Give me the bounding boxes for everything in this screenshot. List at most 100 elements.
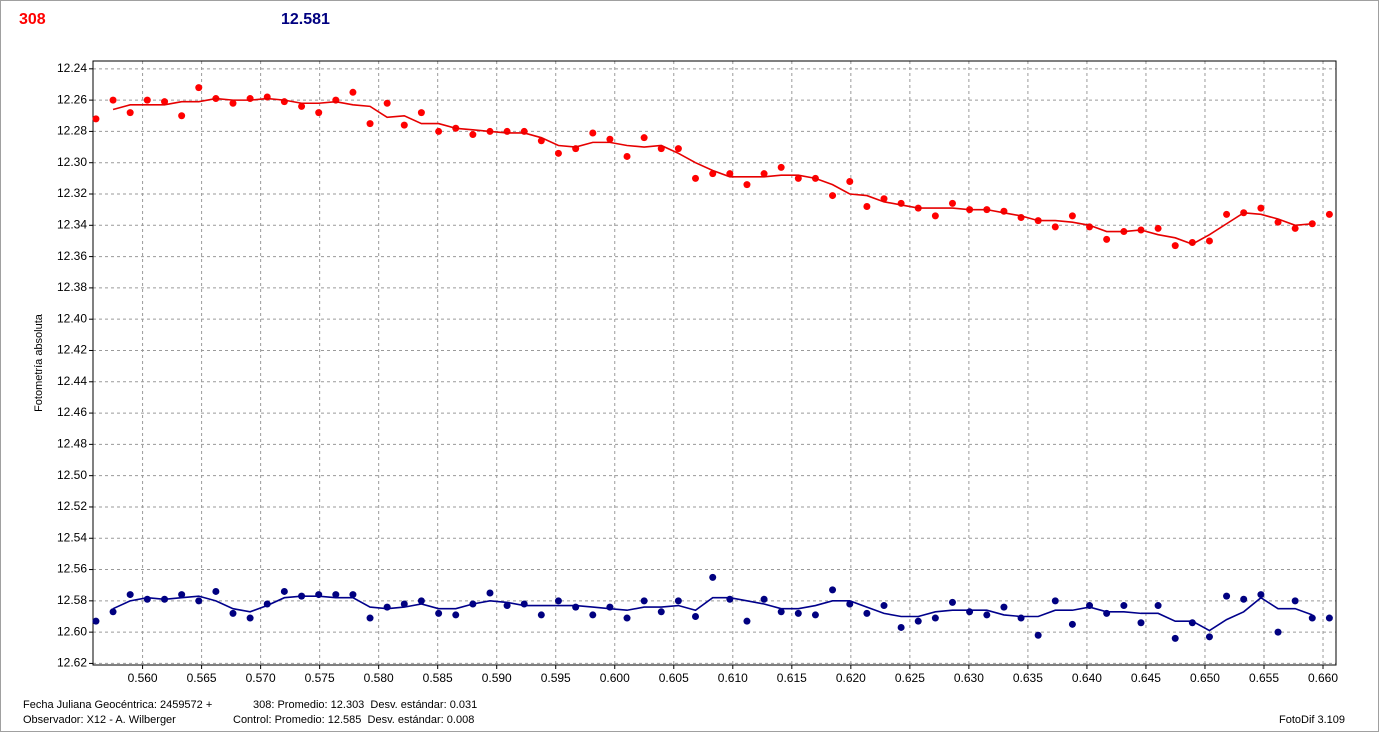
data-point xyxy=(417,109,425,117)
plot-border xyxy=(92,60,1337,666)
software-version: FotoDif 3.109 xyxy=(1279,714,1346,726)
data-point xyxy=(195,597,203,605)
y-tick-label: 12.60 xyxy=(57,624,87,638)
data-point xyxy=(229,99,237,107)
readout-value: 12.581 xyxy=(281,11,330,28)
x-tick-label: 0.595 xyxy=(541,671,571,685)
data-point xyxy=(452,611,460,619)
data-point xyxy=(1274,628,1282,636)
y-axis-label: Fotometría absoluta xyxy=(33,313,45,412)
data-point xyxy=(349,591,357,599)
data-point xyxy=(914,617,922,625)
trend-line xyxy=(112,97,1313,245)
data-point xyxy=(640,597,648,605)
data-point xyxy=(400,121,408,129)
data-point xyxy=(674,145,682,153)
data-point xyxy=(246,95,254,103)
date-info: Fecha Juliana Geocéntrica: 2459572 + xyxy=(23,699,213,711)
data-point xyxy=(383,603,391,611)
data-point xyxy=(109,96,117,104)
y-tick-label: 12.50 xyxy=(57,468,87,482)
data-point xyxy=(589,129,597,137)
data-point xyxy=(537,611,545,619)
data-point xyxy=(315,109,323,117)
data-point xyxy=(1068,212,1076,220)
data-point xyxy=(863,609,871,617)
x-tick-label: 0.660 xyxy=(1308,671,1338,685)
data-point xyxy=(1051,223,1059,231)
data-point xyxy=(1051,597,1059,605)
trend-line xyxy=(112,595,1313,632)
data-point xyxy=(948,199,956,207)
data-point xyxy=(931,212,939,220)
y-tick-label: 12.26 xyxy=(57,92,87,106)
data-point xyxy=(777,608,785,616)
data-point xyxy=(1240,595,1248,603)
data-point xyxy=(503,602,511,610)
data-point xyxy=(1257,591,1265,599)
data-point xyxy=(794,609,802,617)
data-point xyxy=(1205,237,1213,245)
data-point xyxy=(623,614,631,622)
x-tick-label: 0.655 xyxy=(1249,671,1279,685)
data-point xyxy=(143,96,151,104)
y-tick-label: 12.24 xyxy=(57,61,87,75)
y-tick-label: 12.40 xyxy=(57,311,87,325)
data-point xyxy=(435,127,443,135)
data-point xyxy=(794,174,802,182)
data-point xyxy=(846,177,854,185)
data-point xyxy=(143,595,151,603)
data-point xyxy=(1154,602,1162,610)
data-point xyxy=(554,597,562,605)
observer-info: Observador: X12 - A. Wilberger xyxy=(23,714,176,726)
data-point xyxy=(1257,204,1265,212)
data-point xyxy=(880,602,888,610)
data-point xyxy=(657,608,665,616)
y-tick-label: 12.56 xyxy=(57,562,87,576)
target-name: 308 xyxy=(19,11,46,28)
data-point xyxy=(109,608,117,616)
y-tick-label: 12.32 xyxy=(57,186,87,200)
data-point xyxy=(691,612,699,620)
data-point xyxy=(298,102,306,110)
y-tick-label: 12.52 xyxy=(57,499,87,513)
x-tick-label: 0.580 xyxy=(364,671,394,685)
chart: Fotometría absoluta 12.24 12.26 12.28 12.30… xyxy=(33,60,1338,685)
data-point xyxy=(1000,603,1008,611)
data-point xyxy=(691,174,699,182)
data-point xyxy=(931,614,939,622)
y-tick-label: 12.62 xyxy=(57,656,87,670)
data-point xyxy=(1171,634,1179,642)
data-point xyxy=(1068,620,1076,628)
y-tick-label: 12.28 xyxy=(57,124,87,138)
y-tick-label: 12.38 xyxy=(57,280,87,294)
data-point xyxy=(640,134,648,142)
data-point xyxy=(1205,633,1213,641)
data-point xyxy=(469,131,477,139)
x-tick-label: 0.560 xyxy=(128,671,158,685)
data-point xyxy=(1308,614,1316,622)
data-point xyxy=(126,109,134,117)
x-tick-label: 0.650 xyxy=(1190,671,1220,685)
data-point xyxy=(195,84,203,92)
data-point xyxy=(966,608,974,616)
data-point xyxy=(400,600,408,608)
data-point xyxy=(417,597,425,605)
control-stats: Control: Promedio: 12.585 Desv. estándar… xyxy=(233,714,475,726)
x-tick-label: 0.615 xyxy=(777,671,807,685)
plot-area xyxy=(93,61,1336,665)
data-point xyxy=(589,611,597,619)
data-point xyxy=(726,595,734,603)
data-point xyxy=(229,609,237,617)
data-point xyxy=(709,573,717,581)
data-point xyxy=(280,587,288,595)
x-tick-label: 0.570 xyxy=(246,671,276,685)
data-point xyxy=(520,600,528,608)
data-point xyxy=(674,597,682,605)
data-point xyxy=(349,88,357,96)
x-tick-label: 0.605 xyxy=(659,671,689,685)
data-point xyxy=(1137,619,1145,627)
y-tick-label: 12.30 xyxy=(57,155,87,169)
data-point xyxy=(212,587,220,595)
